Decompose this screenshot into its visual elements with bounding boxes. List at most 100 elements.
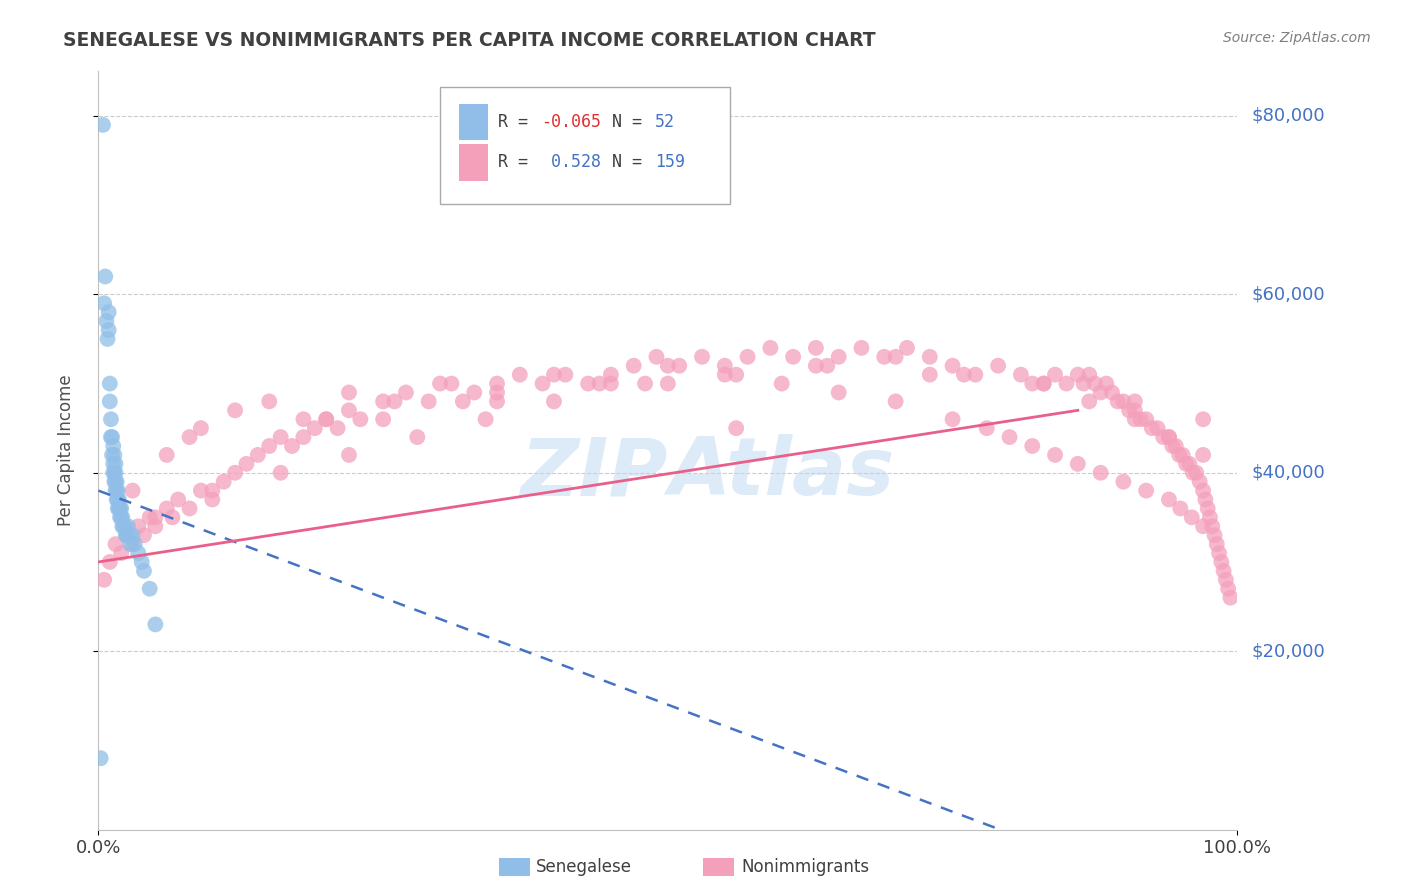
Point bbox=[270, 430, 292, 444]
Point bbox=[90, 751, 112, 765]
Point bbox=[1032, 376, 1054, 391]
Point bbox=[96, 314, 118, 328]
Point bbox=[440, 376, 463, 391]
Point bbox=[111, 519, 134, 533]
Point bbox=[657, 376, 679, 391]
Point bbox=[112, 519, 135, 533]
Point bbox=[201, 483, 224, 498]
Point bbox=[942, 359, 965, 373]
Point bbox=[1157, 492, 1180, 507]
Point bbox=[1188, 475, 1211, 489]
Point bbox=[1192, 519, 1215, 533]
Point bbox=[179, 430, 201, 444]
Point bbox=[201, 492, 224, 507]
Point bbox=[270, 466, 292, 480]
Point bbox=[1205, 537, 1227, 551]
Point bbox=[103, 475, 125, 489]
Point bbox=[1123, 412, 1146, 426]
Point bbox=[1181, 510, 1204, 524]
Point bbox=[132, 564, 155, 578]
Point bbox=[918, 350, 941, 364]
Point bbox=[759, 341, 782, 355]
Point bbox=[93, 573, 115, 587]
Point bbox=[337, 448, 360, 462]
Point bbox=[1123, 394, 1146, 409]
Point bbox=[657, 359, 679, 373]
Text: $40,000: $40,000 bbox=[1251, 464, 1324, 482]
Point bbox=[145, 519, 167, 533]
Text: $20,000: $20,000 bbox=[1251, 642, 1324, 660]
Point bbox=[804, 341, 827, 355]
Point bbox=[384, 394, 406, 409]
Point bbox=[1204, 528, 1226, 542]
Point bbox=[1090, 385, 1112, 400]
Point bbox=[1112, 475, 1135, 489]
Point bbox=[98, 376, 121, 391]
Point bbox=[953, 368, 976, 382]
Point bbox=[1219, 591, 1241, 605]
Point bbox=[108, 501, 131, 516]
Point bbox=[634, 376, 657, 391]
Point bbox=[896, 341, 918, 355]
Point bbox=[127, 519, 149, 533]
Point bbox=[121, 537, 143, 551]
Y-axis label: Per Capita Income: Per Capita Income bbox=[56, 375, 75, 526]
Point bbox=[600, 376, 623, 391]
Point bbox=[1084, 376, 1107, 391]
Point bbox=[1123, 403, 1146, 417]
Point bbox=[110, 546, 132, 560]
Point bbox=[1215, 573, 1237, 587]
Point bbox=[873, 350, 896, 364]
Point bbox=[463, 385, 485, 400]
Point bbox=[1201, 519, 1223, 533]
Point bbox=[93, 296, 115, 310]
Point bbox=[259, 439, 281, 453]
Point bbox=[103, 457, 125, 471]
Point bbox=[292, 430, 315, 444]
Text: N =: N = bbox=[612, 113, 652, 131]
FancyBboxPatch shape bbox=[440, 87, 731, 204]
Point bbox=[1211, 555, 1233, 569]
Point bbox=[1157, 430, 1180, 444]
Point bbox=[337, 403, 360, 417]
Point bbox=[714, 359, 737, 373]
Text: -0.065: -0.065 bbox=[541, 113, 602, 131]
Point bbox=[1199, 510, 1222, 524]
Point bbox=[101, 430, 124, 444]
Point bbox=[120, 537, 142, 551]
Point bbox=[668, 359, 690, 373]
Point bbox=[531, 376, 554, 391]
Point bbox=[1197, 501, 1219, 516]
Point bbox=[103, 439, 125, 453]
Point bbox=[179, 501, 201, 516]
Point bbox=[395, 385, 418, 400]
Point bbox=[349, 412, 371, 426]
Point bbox=[190, 421, 212, 435]
Point bbox=[815, 359, 838, 373]
Point bbox=[103, 448, 125, 462]
Point bbox=[1021, 439, 1043, 453]
Point bbox=[115, 528, 138, 542]
Point bbox=[1129, 412, 1152, 426]
Point bbox=[371, 394, 394, 409]
Point bbox=[145, 510, 167, 524]
Point bbox=[1090, 466, 1112, 480]
Point bbox=[1095, 376, 1118, 391]
Point bbox=[576, 376, 599, 391]
Text: Atlas: Atlas bbox=[668, 434, 894, 512]
Point bbox=[1157, 430, 1180, 444]
Text: ZIP: ZIP bbox=[520, 434, 668, 512]
Point bbox=[770, 376, 793, 391]
Point bbox=[115, 528, 138, 542]
Point bbox=[725, 368, 748, 382]
Point bbox=[107, 483, 129, 498]
Point bbox=[851, 341, 873, 355]
Point bbox=[690, 350, 713, 364]
Point bbox=[737, 350, 759, 364]
Point bbox=[1073, 376, 1095, 391]
Text: 159: 159 bbox=[655, 153, 685, 171]
Point bbox=[554, 368, 576, 382]
Point bbox=[451, 394, 474, 409]
Point bbox=[1208, 546, 1230, 560]
Point bbox=[1043, 368, 1066, 382]
